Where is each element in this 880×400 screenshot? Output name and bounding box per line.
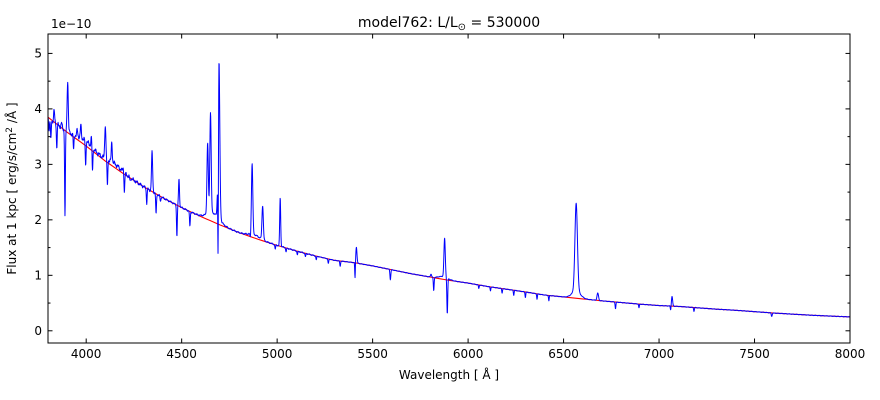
x-tick-label: 6500 — [548, 347, 579, 361]
x-tick-label: 7500 — [739, 347, 770, 361]
plot-border — [47, 33, 851, 344]
x-tick-label: 6000 — [453, 347, 484, 361]
series-layer — [47, 63, 851, 318]
y-tick-label: 3 — [34, 157, 42, 171]
observed-spectrum-line — [47, 63, 851, 318]
y-tick-label: 0 — [34, 324, 42, 338]
axes-layer: 4000 4500 5000 5500 6000 6500 7000 7500 8000 0 1 2 3… — [34, 34, 865, 361]
y-tick-label: 2 — [34, 213, 42, 227]
plot-area — [48, 34, 850, 343]
y-axis-label: Flux at 1 kpc [ erg/s/cm2 /Å ] — [4, 102, 19, 274]
x-tick-label: 5000 — [262, 347, 293, 361]
x-axis-label: Wavelength [ Å ] — [399, 367, 499, 382]
chart-title: model762: L/L⊙ = 530000 — [358, 15, 540, 33]
y-tick-label: 5 — [34, 46, 42, 60]
y-tick-label: 1 — [34, 268, 42, 282]
x-tick-label: 7000 — [644, 347, 675, 361]
y-tick-label: 4 — [34, 102, 42, 116]
x-tick-label: 8000 — [835, 347, 866, 361]
x-tick-label: 5500 — [357, 347, 388, 361]
y-offset-label: 1e−10 — [51, 17, 91, 31]
x-tick-label: 4000 — [71, 347, 102, 361]
x-tick-label: 4500 — [166, 347, 197, 361]
